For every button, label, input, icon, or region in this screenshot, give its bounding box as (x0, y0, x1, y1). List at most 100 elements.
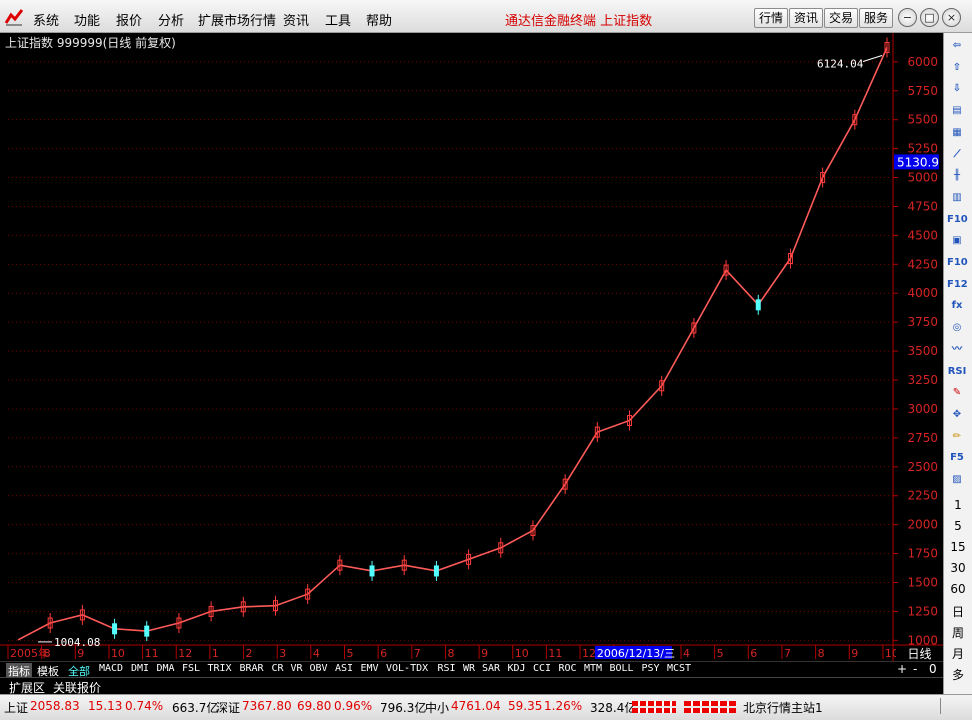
period-minute-1[interactable]: 1 (954, 498, 962, 512)
menu-extended-market[interactable]: 扩展市场行情 (198, 14, 277, 29)
candle-chart-icon[interactable]: ╫ (953, 170, 961, 182)
indicator-obv[interactable]: OBV (309, 663, 328, 674)
f10-icon[interactable]: F10 (947, 213, 968, 225)
minimize-button[interactable]: − (898, 8, 917, 27)
kline-chart[interactable]: 6000 5750 5500 5250 5000 4750 4500 4250 4000 3750… (0, 33, 943, 661)
indicator-tab-1[interactable]: 模板 (37, 665, 59, 678)
zoom-out-button[interactable]: - (913, 662, 918, 676)
table-icon[interactable]: ▦ (952, 126, 962, 138)
tab-related-quotes[interactable]: 关联报价 (53, 681, 102, 695)
indicator-tab-2[interactable]: 全部 (68, 665, 90, 678)
wave-icon[interactable]: 〰 (952, 343, 962, 355)
period-minute-5[interactable]: 5 (954, 519, 962, 533)
arrow-up-icon[interactable]: ⇧ (952, 61, 962, 73)
grid-icon[interactable]: ▥ (952, 191, 962, 203)
f12-icon[interactable]: F12 (947, 278, 968, 290)
period-day[interactable]: 日 (951, 605, 964, 619)
cursor-date-box (594, 646, 672, 659)
zx-index-value: 4761.04 (451, 699, 501, 713)
server-name[interactable]: 北京行情主站1 (743, 701, 823, 715)
tab-expansion-area[interactable]: 扩展区 (9, 681, 46, 695)
y-tick-label: 3750 (907, 315, 938, 329)
rsi-icon[interactable]: RSI (947, 365, 967, 377)
arrow-left-icon[interactable]: ⇦ (952, 40, 962, 51)
indicator-mtm[interactable]: MTM (584, 663, 603, 674)
pencil-icon[interactable]: ✏ (952, 430, 962, 442)
circle-icon[interactable]: ◎ (952, 322, 962, 334)
indicator-emv[interactable]: EMV (360, 663, 379, 674)
toolbar-news-button[interactable]: 资讯 (789, 8, 824, 28)
arrow-down-icon[interactable]: ⇩ (952, 83, 962, 95)
zoom-in-button[interactable]: + (897, 662, 908, 676)
low-label: 1004.08 (54, 636, 100, 649)
indicator-cr[interactable]: CR (271, 663, 284, 674)
fx-icon[interactable]: fx (951, 300, 963, 312)
x-tick-label: 11 (145, 647, 159, 660)
indicator-vol-tdx[interactable]: VOL-TDX (386, 663, 429, 674)
indicator-fsl[interactable]: FSL (182, 663, 201, 674)
doc-icon[interactable]: ▣ (952, 235, 962, 247)
indicator-wr[interactable]: WR (463, 663, 476, 674)
candle-body (466, 553, 472, 565)
indicator-tab-0[interactable]: 指标 (6, 663, 32, 679)
indicator-mcst[interactable]: MCST (667, 663, 692, 674)
menu-analysis[interactable]: 分析 (158, 14, 185, 29)
pen-icon[interactable]: ✎ (952, 387, 962, 399)
toolbar-quote-button[interactable]: 行情 (754, 8, 789, 28)
sz-index-change: 69.80 (297, 699, 332, 713)
indicator-boll[interactable]: BOLL (609, 663, 634, 674)
indicator-asi[interactable]: ASI (335, 663, 354, 674)
toolbar-trade-button[interactable]: 交易 (824, 8, 859, 28)
zoom-reset-button[interactable]: 0 (929, 662, 937, 676)
current-price-box (894, 154, 939, 170)
menu-quote[interactable]: 报价 (116, 14, 143, 29)
f10-page-icon[interactable]: F10 (947, 257, 968, 268)
f5-icon[interactable]: F5 (950, 452, 964, 464)
line-chart-icon[interactable]: ⟋ (953, 148, 961, 160)
candle-body (562, 478, 568, 490)
menu-system[interactable]: 系统 (33, 14, 60, 29)
indicator-psy[interactable]: PSY (641, 663, 660, 674)
period-multi[interactable]: 多 (951, 668, 964, 682)
y-tick-label: 1000 (907, 633, 938, 647)
indicator-cci[interactable]: CCI (533, 663, 552, 674)
menu-function[interactable]: 功能 (74, 14, 101, 29)
period-week[interactable]: 周 (951, 626, 964, 640)
x-tick-label: 6 (750, 647, 757, 660)
candle-body (884, 41, 890, 53)
x-tick-label: 2 (246, 647, 253, 660)
period-minute-30[interactable]: 30 (950, 561, 966, 575)
maximize-button[interactable]: □ (920, 8, 939, 27)
indicator-kdj[interactable]: KDJ (507, 663, 526, 674)
indicator-sar[interactable]: SAR (482, 663, 501, 674)
indicator-dma[interactable]: DMA (156, 663, 175, 674)
move-icon[interactable]: ✥ (952, 408, 962, 420)
x-tick-label: 6 (380, 647, 387, 660)
photo-icon[interactable]: ▨ (952, 474, 962, 485)
zx-index-label: 中小 (425, 701, 450, 715)
report-icon[interactable]: ▤ (952, 105, 962, 117)
y-tick-label: 4000 (907, 286, 938, 300)
close-button[interactable]: × (942, 8, 961, 27)
menu-news[interactable]: 资讯 (283, 14, 310, 29)
period-month[interactable]: 月 (951, 647, 964, 661)
indicator-tab-bar: 指标 模板 全部 MACD DMI DMA FSL TRIX BRAR CR VR OBV ASI EMV… (0, 661, 943, 679)
indicator-vr[interactable]: VR (290, 663, 303, 674)
menu-tools[interactable]: 工具 (325, 14, 352, 29)
indicator-brar[interactable]: BRAR (239, 663, 264, 674)
period-label[interactable]: 日线 (896, 647, 943, 661)
sh-index-value: 2058.83 (30, 699, 80, 713)
indicator-trix[interactable]: TRIX (207, 663, 232, 674)
indicator-macd[interactable]: MACD (99, 663, 124, 674)
candle-body (755, 299, 761, 311)
candle-body (369, 565, 375, 577)
indicator-rsi[interactable]: RSI (437, 663, 456, 674)
y-tick-label: 4500 (907, 228, 938, 242)
indicator-dmi[interactable]: DMI (131, 663, 150, 674)
period-minute-60[interactable]: 60 (950, 582, 966, 596)
period-minute-15[interactable]: 15 (950, 540, 966, 554)
indicator-roc[interactable]: ROC (558, 663, 577, 674)
toolbar-service-button[interactable]: 服务 (859, 8, 894, 28)
menu-help[interactable]: 帮助 (366, 14, 393, 29)
kline-chart-panel[interactable]: 6000 5750 5500 5250 5000 4750 4500 4250 4000 3750… (0, 33, 943, 661)
